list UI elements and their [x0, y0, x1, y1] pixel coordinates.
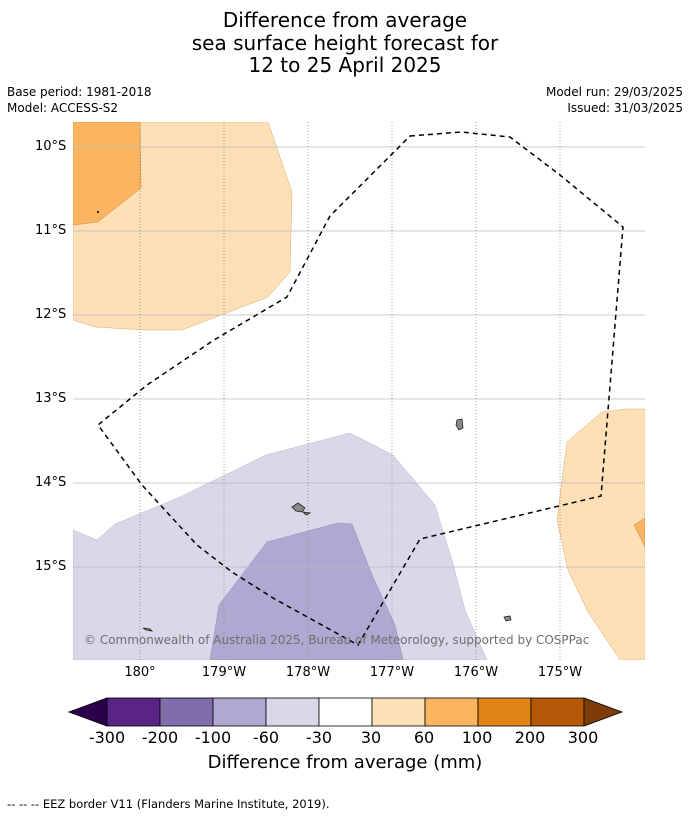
colorbar-segment: [106, 697, 161, 727]
colorbar-tick: 100: [461, 728, 493, 747]
colorbar-segment: [318, 697, 373, 727]
colorbar-segment: [477, 697, 532, 727]
map-title: Difference from average sea surface heig…: [0, 9, 690, 77]
colorbar-segment: [424, 697, 479, 727]
colorbar-tick: -300: [88, 728, 126, 747]
island-alofi: [301, 511, 312, 516]
colorbar-tick: -60: [252, 728, 280, 747]
colorbar-segment: [371, 697, 426, 727]
title-line-1: Difference from average: [222, 8, 468, 32]
colorbar-tick: 30: [360, 728, 382, 747]
colorbar: [67, 697, 624, 727]
lat-label: 15°S: [35, 559, 67, 574]
meta-left: Base period: 1981-2018 Model: ACCESS-S2: [7, 84, 152, 116]
gridlines: [73, 146, 645, 568]
lat-label: 12°S: [35, 307, 67, 322]
issued-date: Issued: 31/03/2025: [567, 101, 683, 115]
lat-label: 14°S: [35, 475, 67, 490]
lon-label: 175°W: [537, 665, 583, 680]
lat-label: 11°S: [35, 223, 67, 238]
meta-right: Model run: 29/03/2025 Issued: 31/03/2025: [546, 84, 683, 116]
lon-label: 179°W: [201, 665, 247, 680]
lat-label: 13°S: [35, 391, 67, 406]
model-run: Model run: 29/03/2025: [545, 85, 683, 99]
colorbar-extend-low: [67, 697, 108, 727]
colorbar-segment: [212, 697, 267, 727]
lat-label: 10°S: [35, 139, 67, 154]
island-east: [503, 615, 512, 622]
colorbar-tick: -30: [305, 728, 333, 747]
anomaly-region-60-100-east: [633, 517, 645, 548]
colorbar-tick: -100: [194, 728, 232, 747]
island-wallis: [455, 418, 464, 431]
copyright-notice: © Commonwealth of Australia 2025, Bureau…: [84, 633, 590, 647]
colorbar-tick: 200: [514, 728, 546, 747]
model-name: Model: ACCESS-S2: [7, 101, 119, 115]
colorbar-segment: [265, 697, 320, 727]
island-west: [142, 627, 154, 632]
island-dot: [96, 210, 100, 214]
title-line-2: sea surface height forecast for: [191, 30, 499, 55]
eez-legend-note: -- -- -- EEZ border V11 (Flanders Marine…: [7, 797, 330, 811]
islands: [96, 210, 512, 632]
eez-border: [96, 131, 624, 647]
colorbar-tick: 300: [567, 728, 599, 747]
colorbar-label: Difference from average (mm): [207, 752, 483, 773]
colorbar-extend-high: [583, 697, 624, 727]
title-line-3: 12 to 25 April 2025: [248, 53, 442, 77]
lon-label: 177°W: [369, 665, 415, 680]
colorbar-segment: [159, 697, 214, 727]
anomaly-region-30-60-east: [556, 408, 645, 660]
colorbar-tick: 60: [413, 728, 435, 747]
anomaly-region-neg-60-100: [209, 522, 404, 660]
map-fields: [73, 122, 645, 660]
anomaly-region-60-100: [73, 122, 142, 226]
colorbar-tick: -200: [141, 728, 179, 747]
base-period: Base period: 1981-2018: [7, 85, 152, 99]
island-futuna: [291, 502, 306, 513]
lon-label: 180°: [124, 665, 156, 680]
lon-label: 176°W: [453, 665, 499, 680]
colorbar-segment: [530, 697, 585, 727]
lon-label: 178°W: [285, 665, 331, 680]
